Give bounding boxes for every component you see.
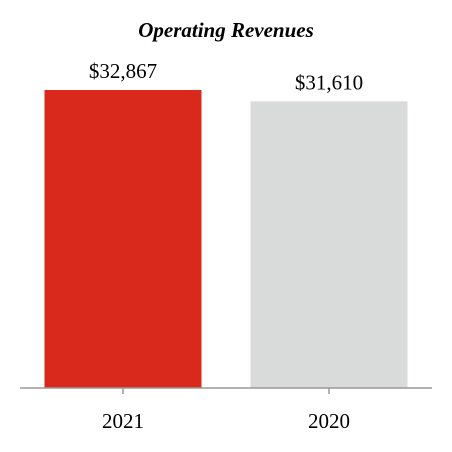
x-tick-label-2020: 2020 — [308, 409, 350, 433]
data-label-2020: $31,610 — [295, 70, 363, 94]
x-axis-ticks: 2021 2020 — [102, 388, 350, 433]
x-tick-label-2021: 2021 — [102, 409, 144, 433]
data-label-2021: $32,867 — [89, 59, 157, 83]
bars-group — [44, 90, 408, 388]
chart-title: Operating Revenues — [138, 18, 314, 42]
labels-group: $32,867 $31,610 — [89, 59, 363, 94]
bar-2020 — [250, 101, 408, 388]
bar-2021 — [44, 90, 202, 388]
